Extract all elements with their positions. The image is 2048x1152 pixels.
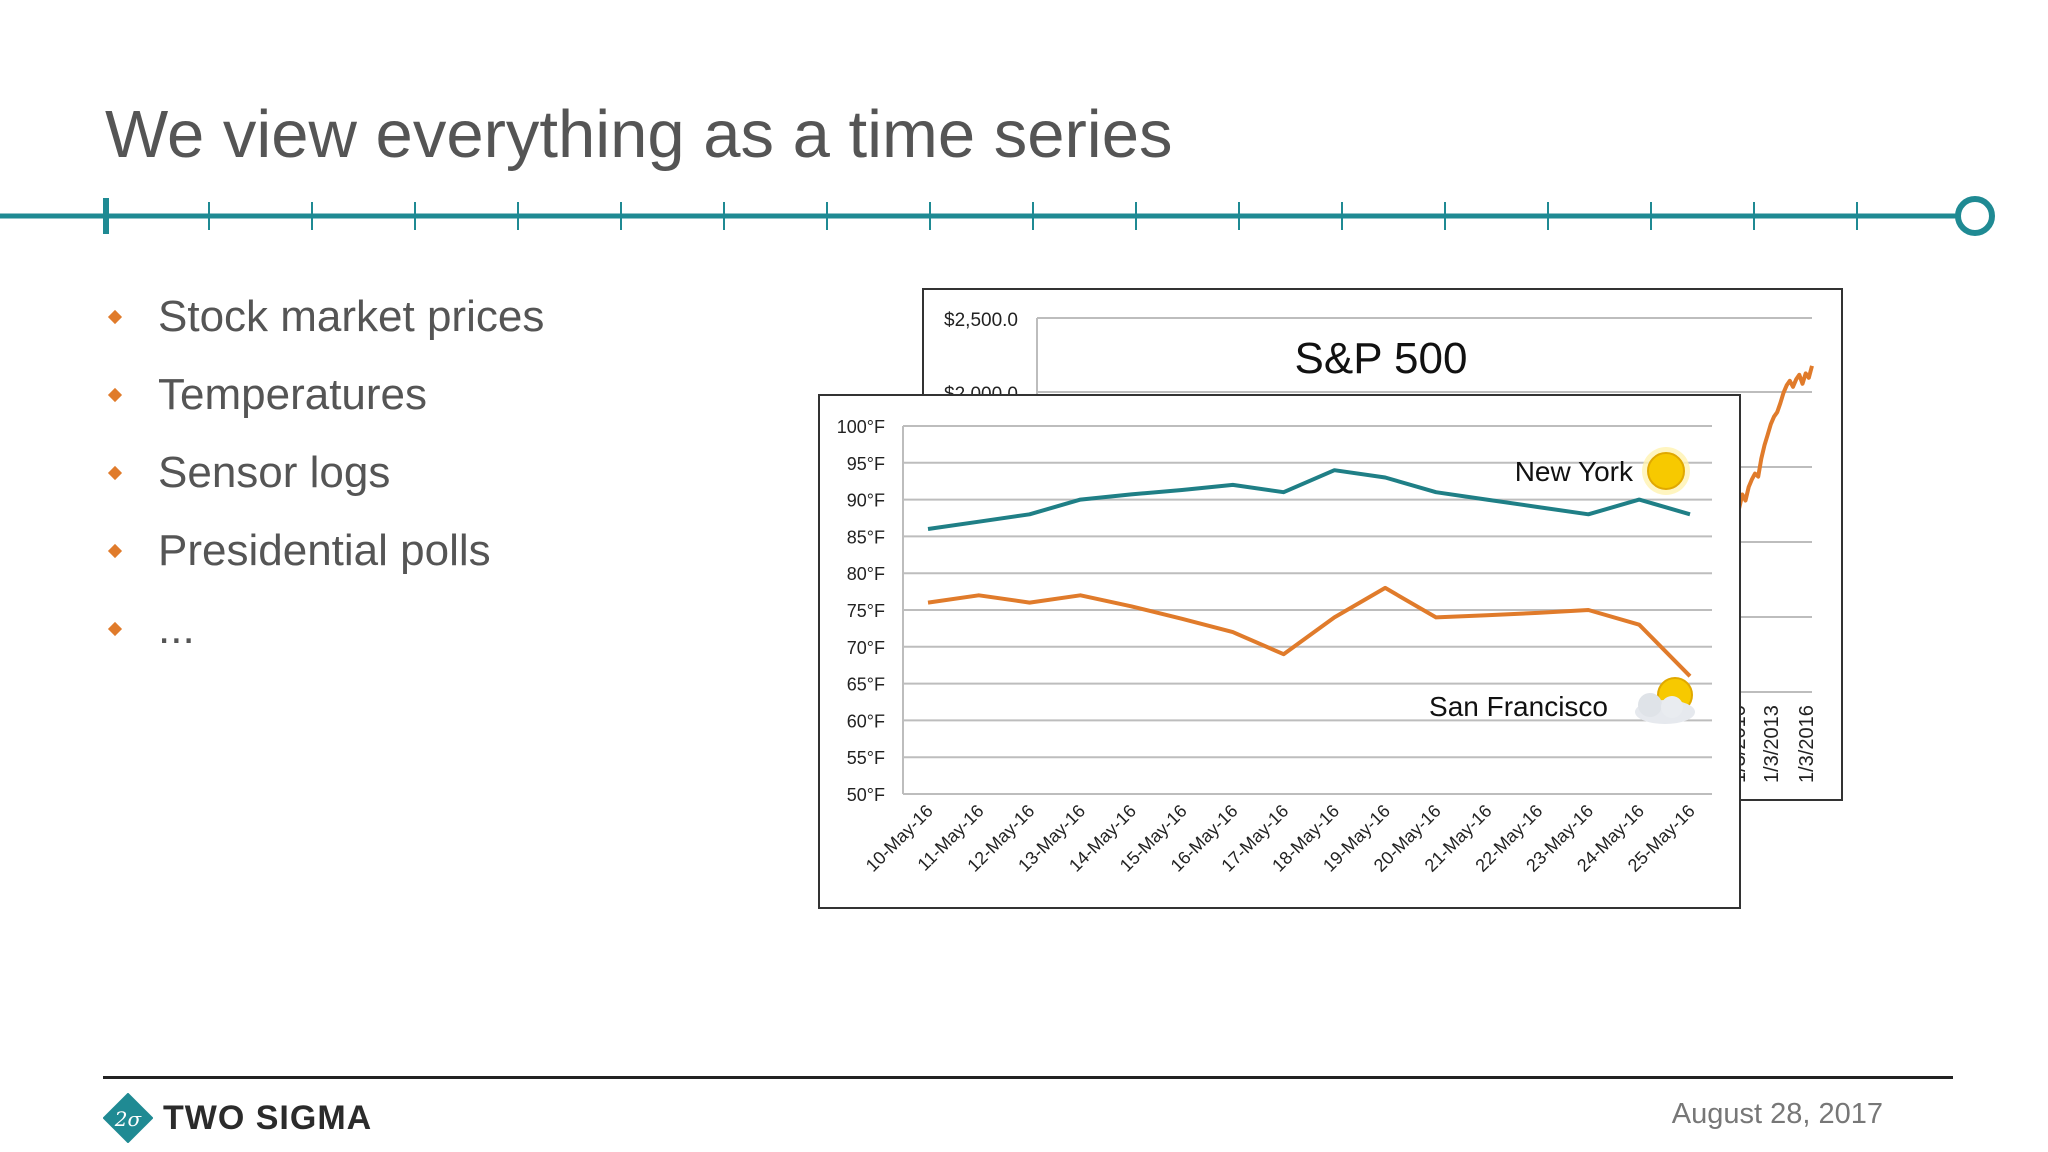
bullet-item: Stock market prices <box>105 278 544 356</box>
temperature-y-tick-label: 70°F <box>847 638 885 658</box>
new-york-series-line <box>927 468 1691 531</box>
temperature-y-tick-label: 95°F <box>847 454 885 474</box>
bullet-item: Temperatures <box>105 356 544 434</box>
slide-date: August 28, 2017 <box>1671 1098 1883 1130</box>
sp500-series-line <box>1734 365 1814 517</box>
sp500-x-tick-label: 1/3/2013 <box>1761 705 1783 783</box>
new-york-label: New York <box>1515 456 1634 487</box>
san-francisco-series-line <box>927 585 1692 678</box>
svg-text:2σ: 2σ <box>114 1107 143 1131</box>
timeline-rule <box>0 196 1995 236</box>
sp500-y-tick-label: $2,500.0 <box>944 310 1018 331</box>
two-sigma-logo: 2σ TWO SIGMA <box>103 1093 372 1143</box>
san-francisco-label: San Francisco <box>1429 691 1608 722</box>
logo-text: TWO SIGMA <box>163 1098 373 1137</box>
sp500-title: S&P 500 <box>1295 334 1468 383</box>
two-sigma-diamond-icon: 2σ <box>103 1093 153 1143</box>
sp500-x-tick-label: 1/3/2016 <box>1796 705 1818 783</box>
footer-divider <box>103 1076 1953 1079</box>
temperature-y-tick-label: 60°F <box>847 711 885 731</box>
partly-cloudy-icon <box>1635 677 1695 724</box>
slide-title: We view everything as a time series <box>105 97 1173 172</box>
temperature-y-tick-label: 80°F <box>847 564 885 584</box>
temperature-y-tick-label: 100°F <box>837 417 885 437</box>
temperature-chart: 100°F 95°F 90°F 85°F 80°F 75°F 70°F 65°F 60°F 55°… <box>818 394 1741 909</box>
temperature-y-tick-label: 55°F <box>847 748 885 768</box>
temperature-y-tick-label: 65°F <box>847 675 885 695</box>
temperature-y-tick-label: 50°F <box>847 785 885 805</box>
timeline-end-circle <box>1955 196 1995 236</box>
temperature-y-tick-label: 85°F <box>847 527 885 547</box>
bullet-item: Presidential polls <box>105 512 544 590</box>
sun-icon <box>1642 447 1690 495</box>
bullet-item: Sensor logs <box>105 434 544 512</box>
temperature-y-tick-label: 90°F <box>847 491 885 511</box>
bullet-item: ... <box>105 590 544 668</box>
bullet-list: Stock market prices Temperatures Sensor … <box>105 278 544 668</box>
temperature-y-tick-label: 75°F <box>847 601 885 621</box>
